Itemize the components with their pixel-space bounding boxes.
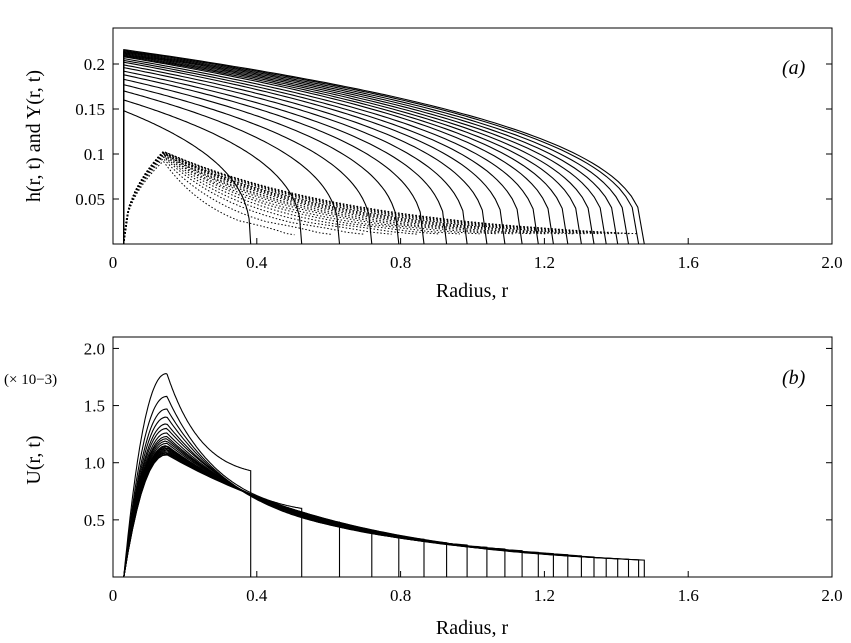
y-curve (123, 152, 480, 245)
panel-b-y-label: U(r, t) (23, 435, 45, 484)
h-curve (123, 59, 523, 245)
panel-b-y-tick-label: 2.0 (84, 339, 105, 358)
panel-a-x-tick-label: 0 (109, 253, 118, 272)
panel-a-x-tick-label: 1.6 (678, 253, 699, 272)
panel-b-multiplier: (× 10−3) (4, 372, 57, 388)
h-curve (123, 64, 488, 245)
panel-a: 0 0.4 0.8 1.2 1.6 2.0 0.05 0.1 0.15 0.2 Radius, … (23, 27, 843, 302)
panel-a-x-tick-label: 1.2 (534, 253, 555, 272)
h-curve (123, 78, 400, 245)
u-curve (123, 454, 645, 578)
h-curve (123, 55, 569, 245)
panel-a-y-ticks: 0.05 0.1 0.15 0.2 (75, 55, 832, 209)
h-curve (123, 74, 425, 245)
panel-a-x-tick-label: 2.0 (821, 253, 842, 272)
h-curve (123, 53, 595, 245)
y-curve (123, 152, 587, 245)
y-curve (123, 154, 417, 245)
h-curve (123, 57, 539, 245)
panel-b-y-tick-label: 0.5 (84, 511, 105, 530)
panel-b-x-tick-label: 0.4 (246, 586, 268, 605)
h-curve (123, 49, 640, 245)
u-curve (123, 373, 252, 578)
panel-b-y-ticks: 0.5 1.0 1.5 2.0 (84, 339, 832, 530)
panel-a-tag: (a) (782, 57, 806, 79)
y-curve (123, 152, 600, 245)
h-curve (123, 54, 582, 245)
y-curve (123, 152, 515, 245)
h-curve (123, 48, 645, 245)
h-curve (123, 66, 468, 245)
h-curve (123, 52, 607, 245)
h-curve (123, 90, 341, 245)
panel-b-curves (123, 373, 645, 578)
panel-a-y-tick-label: 0.15 (75, 100, 105, 119)
h-curve (123, 56, 554, 245)
panel-a-y-tick-label: 0.05 (75, 190, 105, 209)
h-curve (123, 83, 373, 245)
panel-b-x-tick-label: 0.8 (390, 586, 411, 605)
panel-b: 0 0.4 0.8 1.2 1.6 2.0 0.51.01.52.0 Radius, r … (4, 336, 843, 639)
y-curve (123, 160, 295, 245)
panel-b-y-tick-label: 1.0 (84, 454, 105, 473)
panel-a-y-tick-label: 0.1 (84, 145, 105, 164)
h-curve (123, 99, 303, 245)
panel-a-y-tick-label: 0.2 (84, 55, 105, 74)
panel-a-x-label: Radius, r (436, 280, 509, 302)
panel-b-x-tick-label: 0 (109, 586, 118, 605)
y-curve (123, 154, 460, 245)
panel-b-x-ticks: 0 0.4 0.8 1.2 1.6 2.0 (109, 571, 843, 605)
panel-b-x-tick-label: 2.0 (821, 586, 842, 605)
panel-a-x-tick-label: 0.4 (246, 253, 268, 272)
y-curve (123, 151, 622, 245)
panel-a-y-label: h(r, t) and Y(r, t) (23, 70, 45, 202)
panel-b-x-tick-label: 1.2 (534, 586, 555, 605)
y-curve (123, 156, 392, 245)
panel-b-x-tick-label: 1.6 (678, 586, 699, 605)
panel-b-x-label: Radius, r (436, 617, 509, 639)
h-curve (123, 51, 619, 245)
y-curve (123, 156, 365, 245)
panel-a-frame (112, 27, 833, 245)
panel-b-y-tick-label: 1.5 (84, 397, 105, 416)
h-curve (123, 110, 252, 245)
u-curve (123, 408, 341, 578)
panel-a-x-tick-label: 0.8 (390, 253, 411, 272)
y-curve (123, 153, 498, 245)
h-curve (123, 50, 630, 245)
panel-a-curves (123, 48, 645, 245)
y-curve (123, 152, 561, 245)
h-curve (123, 70, 448, 245)
panel-a-x-ticks: 0 0.4 0.8 1.2 1.6 2.0 (109, 238, 843, 272)
u-curve (123, 395, 303, 578)
panel-b-frame (112, 336, 833, 578)
y-curve (123, 154, 440, 245)
h-curve (123, 61, 506, 245)
panel-b-tag: (b) (782, 367, 806, 389)
y-curve (123, 150, 638, 245)
